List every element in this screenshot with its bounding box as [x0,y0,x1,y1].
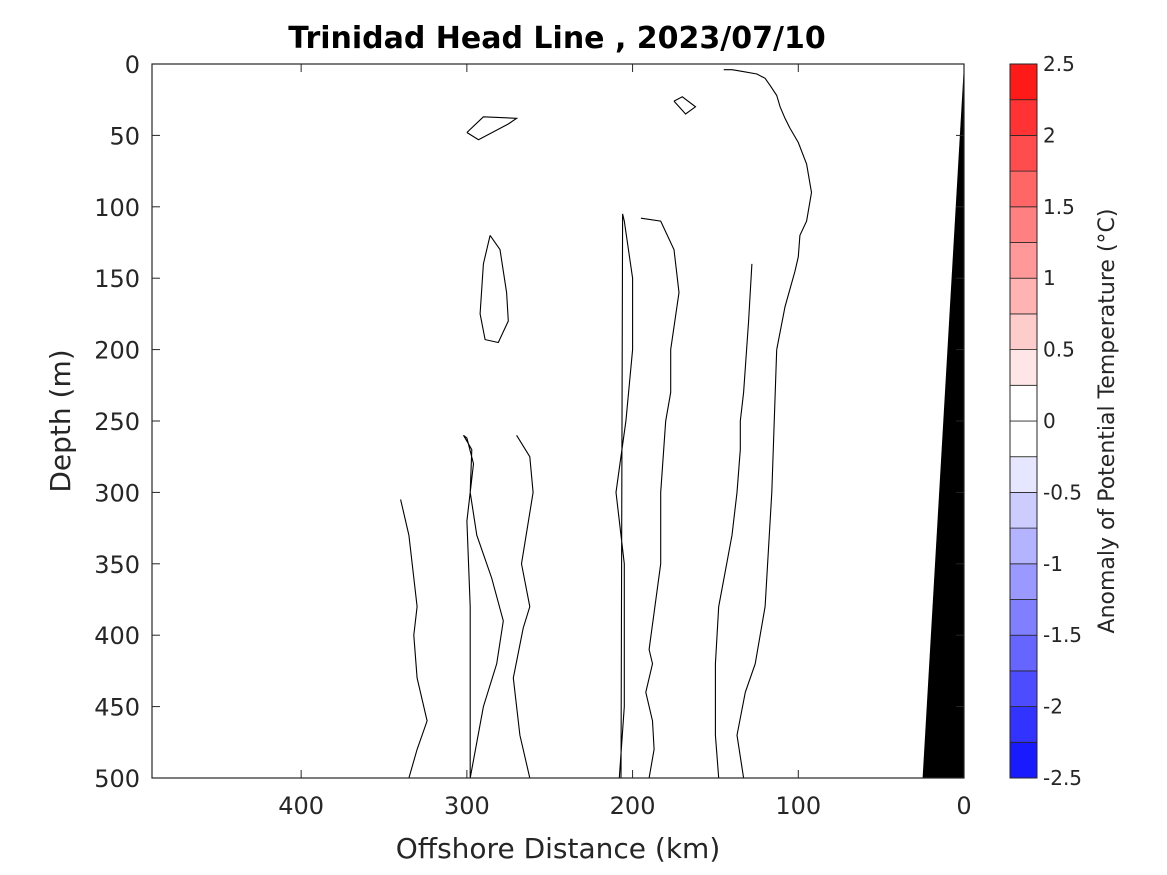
colorbar-bin [1009,599,1038,636]
y-tick-label: 50 [109,122,140,150]
y-tick-label: 350 [94,551,140,579]
colorbar-bin [1009,420,1038,458]
x-tick-label: 300 [444,792,490,820]
y-tick-label: 150 [94,265,140,293]
colorbar-tick-label: 0.5 [1043,338,1075,362]
x-tick-label: 200 [610,792,656,820]
colorbar-tick-label: 0 [1043,409,1056,433]
colorbar-bin [1009,384,1038,422]
colorbar-tick-label: -1.5 [1043,623,1082,647]
colorbar-bin [1009,456,1038,493]
plot-area: 0 50 100 150 200 250 300 350 400 450 500 400 300 200… [94,51,971,820]
colorbar-bin [1009,634,1038,672]
colorbar-bin [1009,134,1038,172]
colorbar-tick-label: -2 [1043,695,1063,719]
colorbar-tick-label: -0.5 [1043,480,1082,504]
colorbar: 2.5 2 1.5 1 0.5 0 -0.5 -1 -1.5 -2 -2.5 [1009,52,1082,790]
y-tick-label: 300 [94,479,140,507]
zero-contour [512,435,534,778]
colorbar-tick-label: 2 [1043,123,1056,147]
colorbar-frame [1009,63,1038,779]
colorbar-bin [1009,170,1038,208]
colorbar-bin [1009,63,1038,101]
x-axis-label: Offshore Distance (km) [396,832,721,865]
y-tick-label: 200 [94,337,140,365]
y-tick-label: 500 [94,765,140,793]
y-tick-label: 450 [94,694,140,722]
zero-contour [479,235,509,344]
chart-title: Trinidad Head Line , 2023/07/10 [288,21,825,56]
bathymetry-mask [922,64,964,778]
zero-contour [673,96,697,115]
x-tick-label: 400 [278,792,324,820]
colorbar-bin [1009,99,1038,136]
plot-frame [151,63,965,779]
zero-contour [463,434,504,778]
colorbar-bin [1009,349,1038,386]
y-tick-label: 250 [94,408,140,436]
zero-contour [736,349,778,778]
colorbar-label: Anomaly of Potential Temperature (°C) [1095,209,1120,634]
zero-contour [640,217,680,778]
colorbar-tick-label: 1.5 [1043,195,1075,219]
colorbar-bin [1009,242,1038,279]
x-tick-label: 0 [956,792,971,820]
colorbar-bin [1009,313,1038,350]
colorbar-tick-label: -1 [1043,552,1063,576]
y-tick-label: 400 [94,622,140,650]
zero-contour [615,213,634,778]
colorbar-bin [1009,491,1038,529]
zero-contour-lines [400,69,813,778]
colorbar-bin [1009,277,1038,315]
colorbar-bin [1009,206,1038,243]
zero-contour [714,263,753,778]
y-tick-label: 0 [125,51,140,79]
zero-contour [466,116,519,141]
zero-contour [400,499,428,778]
colorbar-bin [1009,670,1038,708]
y-axis-ticks: 0 50 100 150 200 250 300 350 400 450 500 [94,51,964,793]
x-tick-label: 100 [775,792,821,820]
colorbar-bin [1009,741,1038,779]
colorbar-tick-label: 2.5 [1043,52,1075,76]
x-axis-ticks: 400 300 200 100 0 [278,64,972,820]
colorbar-bin [1009,527,1038,565]
y-axis-label: Depth (m) [44,349,77,492]
zero-contour [723,69,813,350]
colorbar-bin [1009,563,1038,600]
colorbar-bin [1009,706,1038,743]
y-tick-label: 100 [94,194,140,222]
colorbar-tick-label: 1 [1043,266,1056,290]
colorbar-tick-label: -2.5 [1043,766,1082,790]
